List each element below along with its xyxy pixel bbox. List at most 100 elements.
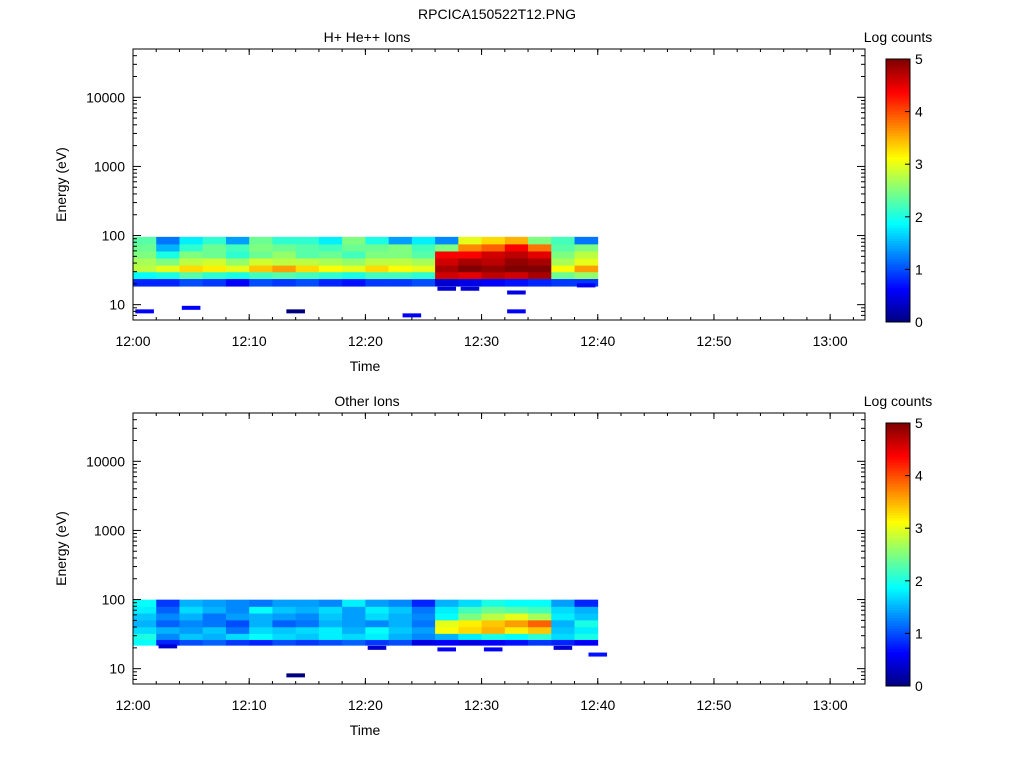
heatmap-cells: [133, 236, 599, 318]
heatmap-cell: [318, 271, 343, 280]
heatmap-cell: [202, 258, 227, 266]
heatmap-cell: [179, 258, 204, 266]
heatmap-cell: [551, 599, 575, 607]
sparse-point: [158, 644, 178, 649]
panel-title: Other Ions: [334, 393, 399, 409]
colorbar-segment: [886, 193, 910, 197]
heatmap-cell: [388, 619, 413, 628]
sparse-point: [135, 309, 154, 314]
heatmap-cell: [551, 258, 575, 266]
colorbar-segment: [886, 282, 910, 286]
heatmap-cell: [133, 278, 157, 287]
colorbar-segment: [886, 132, 910, 136]
y-tick-label: 1000: [94, 522, 125, 538]
colorbar-segment: [886, 293, 910, 297]
heatmap-cell: [272, 626, 297, 634]
heatmap-cell: [342, 258, 366, 266]
colorbar-segment: [886, 124, 910, 128]
colorbar-segment: [886, 601, 910, 605]
colorbar-segment: [886, 61, 910, 65]
heatmap-cell: [504, 258, 529, 266]
heatmap-cell: [411, 271, 436, 280]
colorbar-tick-label: 5: [915, 51, 923, 67]
heatmap-cell: [133, 613, 157, 621]
x-axis-ticks: 12:00 12:10 12:20 12:30 12:40 12:50 13:00: [115, 413, 854, 713]
colorbar-segment: [886, 467, 910, 471]
colorbar: 0 1 2 3 4 5 Log counts: [864, 393, 933, 694]
colorbar-segment: [886, 145, 910, 149]
heatmap-cell: [202, 236, 227, 245]
heatmap-cell: [272, 251, 297, 259]
heatmap-cell: [202, 633, 227, 640]
heatmap-cell: [179, 626, 204, 634]
heatmap-cell: [179, 639, 204, 646]
heatmap-cell: [388, 606, 413, 614]
heatmap-cell: [528, 278, 552, 287]
colorbar-segment: [886, 599, 910, 603]
x-tick-label: 12:30: [464, 697, 499, 713]
colorbar-segment: [886, 567, 910, 571]
heatmap-cell: [365, 278, 390, 287]
colorbar-tick-label: 0: [915, 678, 923, 694]
y-axis-ticks: 10 100 1000 10000: [86, 412, 865, 685]
colorbar-segment: [886, 314, 910, 318]
heatmap-cell: [574, 613, 599, 621]
heatmap-cell: [528, 633, 552, 640]
sparse-point: [437, 286, 457, 291]
heatmap-cell: [388, 639, 413, 646]
colorbar-segment: [886, 64, 910, 68]
heatmap-cell: [551, 278, 575, 287]
heatmap-cell: [388, 244, 413, 252]
colorbar-segment: [886, 630, 910, 634]
y-tick-label: 10000: [86, 89, 125, 105]
colorbar-segment: [886, 116, 910, 120]
colorbar-segment: [886, 572, 910, 577]
colorbar-segment: [886, 438, 910, 442]
heatmap-cell: [133, 244, 157, 252]
heatmap-cell: [528, 639, 552, 646]
colorbar-segment: [886, 153, 910, 157]
colorbar-segment: [886, 319, 910, 323]
heatmap-cell: [365, 613, 390, 621]
x-axis-ticks: 12:00 12:10 12:20 12:30 12:40 12:50 13:00: [115, 49, 854, 349]
heatmap-cell: [365, 606, 390, 614]
heatmap-cell: [272, 633, 297, 640]
heatmap-cell: [551, 613, 575, 621]
colorbar-segment: [886, 272, 910, 276]
colorbar-segment: [886, 74, 910, 78]
colorbar-segment: [886, 504, 910, 508]
x-axis-label: Time: [350, 358, 381, 374]
heatmap-cell: [295, 633, 320, 640]
colorbar-segment: [886, 229, 910, 234]
colorbar-segment: [886, 543, 910, 548]
heatmap-cell: [365, 626, 390, 634]
colorbar-segment: [886, 195, 910, 199]
heatmap-cell: [156, 258, 180, 266]
colorbar-segment: [886, 164, 910, 168]
colorbar-segment: [886, 106, 910, 110]
colorbar-segment: [886, 95, 910, 99]
heatmap-cell: [318, 619, 343, 628]
colorbar-segment: [886, 111, 910, 115]
heatmap-cell: [551, 251, 575, 259]
heatmap-cell: [318, 265, 343, 273]
colorbar-segment: [886, 512, 910, 516]
heatmap-cell: [179, 251, 204, 259]
heatmap-cell: [156, 633, 180, 640]
heatmap-cell: [504, 606, 529, 614]
colorbar-segment: [886, 536, 910, 540]
colorbar-segment: [886, 525, 910, 529]
heatmap-cell: [435, 236, 459, 245]
heatmap-cell: [225, 599, 250, 607]
y-axis-label: Energy (eV): [53, 147, 69, 222]
heatmap-cell: [202, 278, 227, 287]
colorbar-segment: [886, 475, 910, 479]
x-tick-label: 13:00: [813, 333, 848, 349]
heatmap-cell: [458, 244, 482, 252]
heatmap-cell: [249, 599, 273, 607]
colorbar-segment: [886, 612, 910, 616]
colorbar-segment: [886, 103, 910, 107]
y-tick-label: 100: [102, 592, 126, 608]
heatmap-cell: [342, 236, 366, 245]
